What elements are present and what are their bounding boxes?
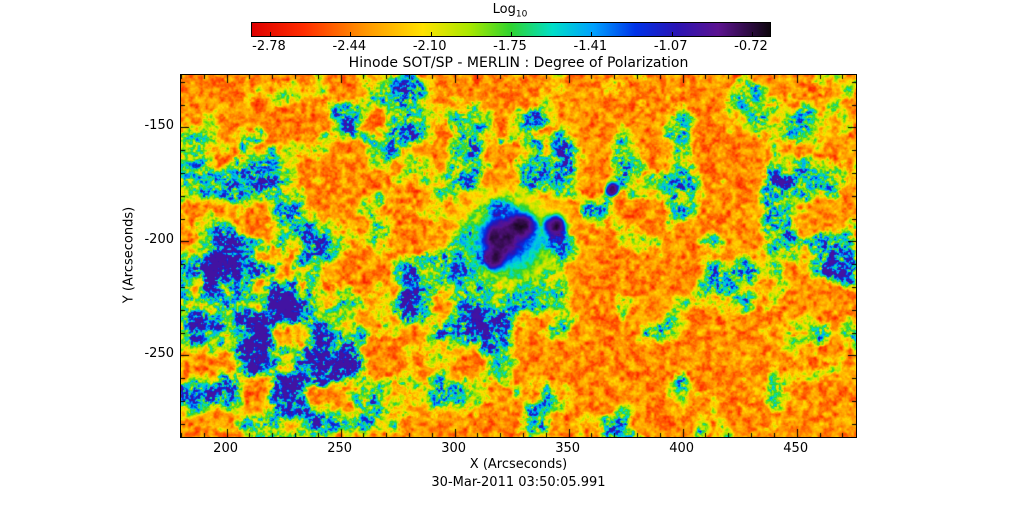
x-tick-label: 250 xyxy=(327,441,353,456)
colorbar-tick-mark xyxy=(350,32,352,36)
timestamp-caption: 30-Mar-2011 03:50:05.991 xyxy=(431,475,606,490)
colorbar-title: Log10 xyxy=(251,2,769,20)
x-axis-label: X (Arcseconds) xyxy=(469,457,568,472)
colorbar-tick-label: -1.41 xyxy=(573,39,608,54)
x-tick-label: 400 xyxy=(669,441,695,456)
colorbar-tick-mark xyxy=(671,32,673,36)
colorbar-tick-mark xyxy=(511,32,512,36)
y-tick-label: -250 xyxy=(144,346,174,362)
colorbar-tick-label: -2.44 xyxy=(332,39,367,54)
x-tick-label: 350 xyxy=(555,441,581,456)
colorbar-title-text: Log xyxy=(492,2,516,17)
colorbar-tick-mark xyxy=(752,32,753,36)
colorbar-tick-mark xyxy=(591,32,593,36)
chart-title: Hinode SOT/SP - MERLIN : Degree of Polar… xyxy=(348,55,689,71)
polarization-map-canvas xyxy=(180,74,857,438)
colorbar-tick-label: -2.78 xyxy=(252,39,286,54)
colorbar-tick-mark xyxy=(430,32,432,36)
y-tick-label: -200 xyxy=(144,232,174,248)
y-axis-label: Y (Arcseconds) xyxy=(121,206,137,304)
colorbar-tick-label: -1.07 xyxy=(653,39,688,54)
colorbar-title-subscript: 10 xyxy=(515,9,528,20)
colorbar-tick-label: -0.72 xyxy=(734,39,768,54)
colorbar-tick-labels: -2.78 -2.44 -2.10 -1.75 -1.41 -1.07 -0.72 xyxy=(251,39,771,55)
x-tick-label: 300 xyxy=(441,441,467,456)
x-tick-label: 200 xyxy=(213,441,238,456)
colorbar-tick-mark xyxy=(270,32,271,36)
colorbar-tick-label: -2.10 xyxy=(412,39,447,54)
colorbar-tick-label: -1.75 xyxy=(493,39,527,54)
y-tick-label: -150 xyxy=(144,118,174,134)
x-tick-label: 450 xyxy=(783,441,809,456)
colorbar xyxy=(251,22,771,37)
